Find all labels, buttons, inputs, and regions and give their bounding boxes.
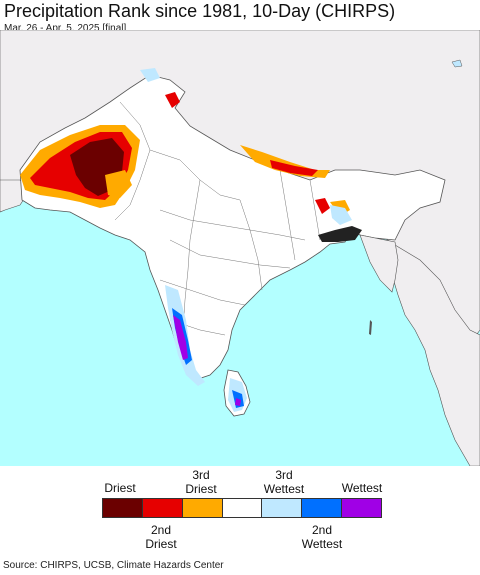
legend-label-2nd-driest: 2nd Driest xyxy=(145,523,177,551)
dry-anomaly-kashmir xyxy=(165,92,180,108)
legend-label-driest: Driest xyxy=(104,481,136,495)
legend-swatch-3rd-wettest xyxy=(262,499,303,517)
internal-borders xyxy=(114,101,321,336)
wet-anomaly-kashmir xyxy=(140,68,160,82)
legend-label-3rd-wettest: 3rd Wettest xyxy=(263,468,305,496)
legend-swatch-normal xyxy=(222,499,263,517)
legend-color-scale xyxy=(102,498,382,518)
legend-swatch-wettest xyxy=(342,499,382,517)
legend-swatch-3rd-driest xyxy=(182,499,223,517)
dry-anomaly-pakistan xyxy=(20,125,140,208)
legend-swatch-2nd-wettest xyxy=(302,499,343,517)
legend-label-2nd-wettest: 2nd Wettest xyxy=(301,523,343,551)
land-southeast-asia xyxy=(391,244,480,466)
wet-anomaly-bangladesh xyxy=(318,226,362,242)
legend-label-wettest: Wettest xyxy=(341,481,383,495)
map-title: Precipitation Rank since 1981, 10-Day (C… xyxy=(4,1,396,21)
source-credit: Source: CHIRPS, UCSB, Climate Hazards Ce… xyxy=(3,560,224,571)
andaman-islands xyxy=(369,320,372,335)
wet-anomaly-kerala xyxy=(165,285,205,386)
legend-swatch-2nd-driest xyxy=(142,499,183,517)
legend-swatch-driest xyxy=(103,499,143,517)
land-myanmar-coast xyxy=(359,234,399,293)
legend-label-3rd-driest: 3rd Driest xyxy=(185,468,217,496)
map-subtitle: Mar. 26 - Apr. 5, 2025 [final] xyxy=(4,23,127,34)
wet-anomaly-sri-lanka xyxy=(228,378,247,412)
wet-anomaly-bangladesh-blue xyxy=(330,205,352,225)
lake-tibet xyxy=(451,59,463,68)
legend: Driest 3rd Driest 3rd Wettest Wettest 2n… xyxy=(0,468,480,558)
precipitation-map xyxy=(0,30,480,466)
